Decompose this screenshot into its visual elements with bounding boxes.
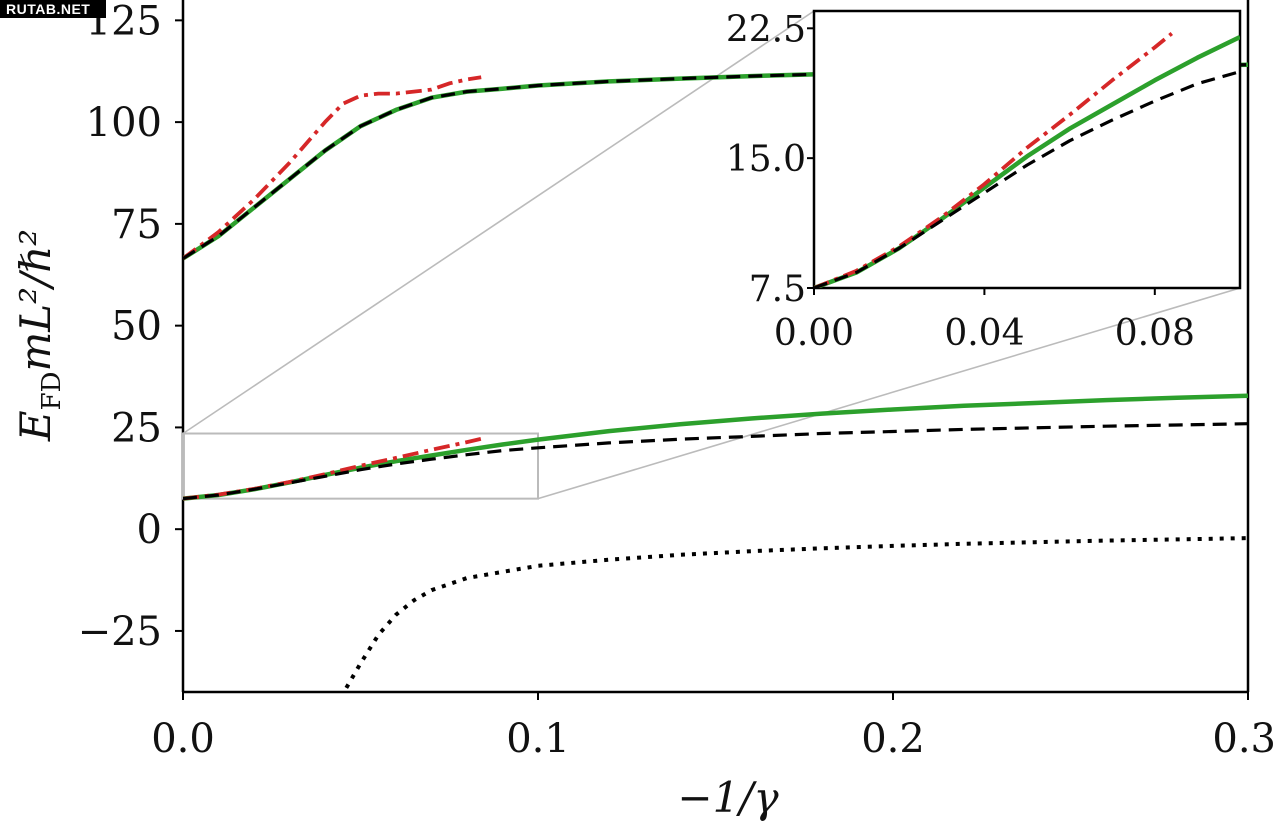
zoom-box — [182, 432, 539, 500]
inset-x-tick-label: 0.08 — [1115, 313, 1195, 354]
inset-x-tick-label: 0.00 — [774, 313, 854, 354]
zoom-connectors — [182, 10, 1241, 500]
y-tick-label: −25 — [78, 609, 162, 655]
inset-frame — [812, 9, 1242, 290]
y-tick-label: 50 — [111, 304, 162, 350]
inset-x-tick-label: 0.04 — [944, 313, 1024, 354]
x-tick-label: 0.0 — [151, 716, 215, 762]
main-series-6-line — [344, 536, 1248, 689]
x-tick-label: 0.1 — [506, 716, 570, 762]
x-tick-label: 0.3 — [1212, 716, 1276, 762]
x-tick-label: 0.2 — [861, 716, 925, 762]
watermark-text: RUTAB.NET — [6, 1, 90, 17]
y-tick-label: 25 — [111, 405, 162, 451]
y-axis-label-rest: mL²/ℏ² — [11, 229, 60, 372]
main-series-2-line — [183, 75, 482, 261]
axis-labels: −1/γ EFDmL²/ℏ² — [11, 229, 779, 822]
y-axis-label-sub: FD — [37, 372, 67, 411]
zoom-connector-bottom — [537, 287, 1241, 500]
inset-series-1-line — [814, 70, 1240, 288]
y-tick-label: 75 — [111, 202, 162, 248]
zoom-connector-top — [182, 10, 815, 435]
main-series-3-line — [183, 393, 1248, 501]
y-axis-label: EFDmL²/ℏ² — [11, 229, 67, 442]
watermark: RUTAB.NET — [0, 0, 106, 18]
inset-y-tick-label: 7.5 — [749, 269, 806, 310]
y-tick-label: 0 — [137, 507, 162, 553]
inset-plot: 0.00 0.04 0.08 7.5 15.0 22.5 — [726, 9, 1242, 354]
inset-y-tick-label: 15.0 — [726, 139, 806, 180]
x-axis-label: −1/γ — [677, 773, 779, 822]
main-series-5-line — [183, 436, 482, 501]
main-series-1-line — [183, 63, 1248, 260]
y-tick-label: 100 — [86, 100, 162, 146]
main-series-4-line — [183, 422, 1248, 501]
y-axis-label-base: E — [11, 410, 60, 442]
inset-y-tick-label: 22.5 — [726, 9, 806, 50]
